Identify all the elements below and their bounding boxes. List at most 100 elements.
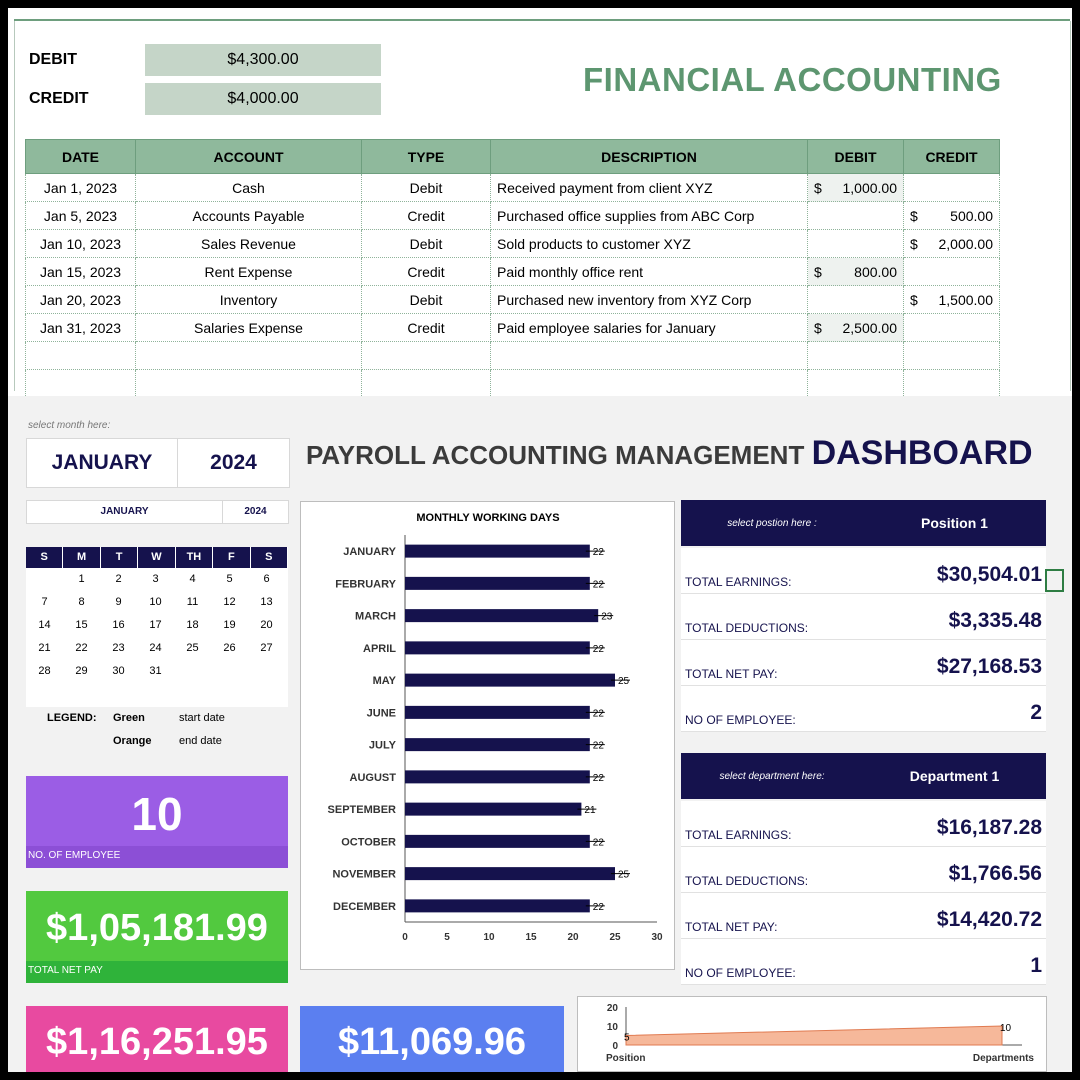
- empty-cell[interactable]: [903, 369, 1000, 398]
- empty-cell[interactable]: [807, 341, 904, 370]
- cell-credit[interactable]: $2,000.00: [903, 229, 1000, 258]
- cell-type[interactable]: Credit: [361, 201, 491, 230]
- calendar-day[interactable]: 16: [112, 619, 125, 631]
- calendar-day[interactable]: 29: [75, 665, 88, 677]
- selected-cell-indicator[interactable]: [1045, 569, 1064, 592]
- calendar-day[interactable]: 18: [186, 619, 199, 631]
- debit-total-value[interactable]: $4,300.00: [145, 44, 381, 76]
- bar[interactable]: [405, 899, 590, 913]
- calendar-day[interactable]: 3: [152, 573, 159, 585]
- table-row[interactable]: Jan 10, 2023 Sales Revenue Debit Sold produ…: [25, 229, 1000, 258]
- calendar-day[interactable]: 4: [189, 573, 196, 585]
- cell-credit[interactable]: [903, 173, 1000, 202]
- year-selector[interactable]: 2024: [177, 438, 290, 488]
- col-credit-header[interactable]: CREDIT: [903, 139, 1000, 174]
- cell-description[interactable]: Paid monthly office rent: [490, 257, 808, 286]
- empty-cell[interactable]: [25, 341, 136, 370]
- calendar-day[interactable]: 31: [149, 665, 162, 677]
- calendar-day[interactable]: 1: [78, 573, 85, 585]
- cell-description[interactable]: Sold products to customer XYZ: [490, 229, 808, 258]
- empty-cell[interactable]: [807, 369, 904, 398]
- calendar-day[interactable]: 8: [78, 596, 85, 608]
- cell-type[interactable]: Debit: [361, 229, 491, 258]
- cell-type[interactable]: Credit: [361, 313, 491, 342]
- cell-credit[interactable]: [903, 313, 1000, 342]
- calendar-day[interactable]: 22: [75, 642, 88, 654]
- empty-cell[interactable]: [135, 369, 362, 398]
- calendar-day[interactable]: 21: [38, 642, 51, 654]
- cell-date[interactable]: Jan 15, 2023: [25, 257, 136, 286]
- calendar-day[interactable]: 20: [260, 619, 273, 631]
- bar[interactable]: [405, 705, 590, 719]
- cell-debit[interactable]: $1,000.00: [807, 173, 904, 202]
- table-row[interactable]: Jan 1, 2023 Cash Debit Received payment fro…: [25, 173, 1000, 202]
- calendar-day[interactable]: 28: [38, 665, 51, 677]
- calendar-day[interactable]: 24: [149, 642, 162, 654]
- empty-cell[interactable]: [490, 369, 808, 398]
- table-row[interactable]: Jan 15, 2023 Rent Expense Credit Paid month…: [25, 257, 1000, 286]
- calendar-day[interactable]: 12: [223, 596, 236, 608]
- cell-date[interactable]: Jan 20, 2023: [25, 285, 136, 314]
- empty-cell[interactable]: [25, 369, 136, 398]
- cell-date[interactable]: Jan 5, 2023: [25, 201, 136, 230]
- area-series[interactable]: [625, 1025, 1003, 1046]
- col-date-header[interactable]: DATE: [25, 139, 136, 174]
- bar[interactable]: [405, 834, 590, 848]
- calendar-day[interactable]: 14: [38, 619, 51, 631]
- table-row[interactable]: Jan 31, 2023 Salaries Expense Credit Paid e…: [25, 313, 1000, 342]
- col-account-header[interactable]: ACCOUNT: [135, 139, 362, 174]
- department-dropdown[interactable]: Department 1: [909, 768, 1000, 784]
- cell-credit[interactable]: $1,500.00: [903, 285, 1000, 314]
- bar[interactable]: [405, 770, 590, 784]
- bar[interactable]: [405, 673, 615, 687]
- col-debit-header[interactable]: DEBIT: [807, 139, 904, 174]
- calendar-day[interactable]: 15: [75, 619, 88, 631]
- cell-account[interactable]: Rent Expense: [135, 257, 362, 286]
- calendar-day[interactable]: 5: [226, 573, 233, 585]
- empty-cell[interactable]: [903, 341, 1000, 370]
- calendar-day[interactable]: 25: [186, 642, 199, 654]
- cell-credit[interactable]: [903, 257, 1000, 286]
- bar[interactable]: [405, 576, 590, 590]
- calendar-day[interactable]: 10: [149, 596, 162, 608]
- cell-type[interactable]: Debit: [361, 173, 491, 202]
- cell-debit[interactable]: $2,500.00: [807, 313, 904, 342]
- bar[interactable]: [405, 867, 615, 881]
- bar[interactable]: [405, 609, 599, 623]
- cell-debit[interactable]: [807, 229, 904, 258]
- bar[interactable]: [405, 544, 590, 558]
- cell-credit[interactable]: $500.00: [903, 201, 1000, 230]
- cell-description[interactable]: Paid employee salaries for January: [490, 313, 808, 342]
- cell-date[interactable]: Jan 10, 2023: [25, 229, 136, 258]
- empty-row[interactable]: [25, 341, 1000, 370]
- bar[interactable]: [405, 641, 590, 655]
- calendar-day[interactable]: 30: [112, 665, 125, 677]
- bar[interactable]: [405, 802, 582, 816]
- calendar-day[interactable]: 13: [260, 596, 273, 608]
- bar[interactable]: [405, 738, 590, 752]
- cell-account[interactable]: Cash: [135, 173, 362, 202]
- empty-cell[interactable]: [361, 341, 491, 370]
- cell-type[interactable]: Debit: [361, 285, 491, 314]
- empty-cell[interactable]: [361, 369, 491, 398]
- credit-total-value[interactable]: $4,000.00: [145, 83, 381, 115]
- position-dropdown[interactable]: Position 1: [921, 515, 988, 531]
- cell-description[interactable]: Purchased new inventory from XYZ Corp: [490, 285, 808, 314]
- empty-row[interactable]: [25, 369, 1000, 398]
- calendar-day[interactable]: 2: [115, 573, 122, 585]
- cell-account[interactable]: Accounts Payable: [135, 201, 362, 230]
- calendar-day[interactable]: 27: [260, 642, 273, 654]
- month-selector[interactable]: JANUARY: [26, 438, 178, 488]
- cell-account[interactable]: Sales Revenue: [135, 229, 362, 258]
- calendar-day[interactable]: 26: [223, 642, 236, 654]
- cell-date[interactable]: Jan 1, 2023: [25, 173, 136, 202]
- calendar-day[interactable]: 6: [263, 573, 270, 585]
- empty-cell[interactable]: [135, 341, 362, 370]
- cell-description[interactable]: Purchased office supplies from ABC Corp: [490, 201, 808, 230]
- calendar-day[interactable]: 17: [149, 619, 162, 631]
- cell-account[interactable]: Salaries Expense: [135, 313, 362, 342]
- cell-date[interactable]: Jan 31, 2023: [25, 313, 136, 342]
- calendar-day[interactable]: 23: [112, 642, 125, 654]
- col-description-header[interactable]: DESCRIPTION: [490, 139, 808, 174]
- calendar-day[interactable]: 7: [41, 596, 48, 608]
